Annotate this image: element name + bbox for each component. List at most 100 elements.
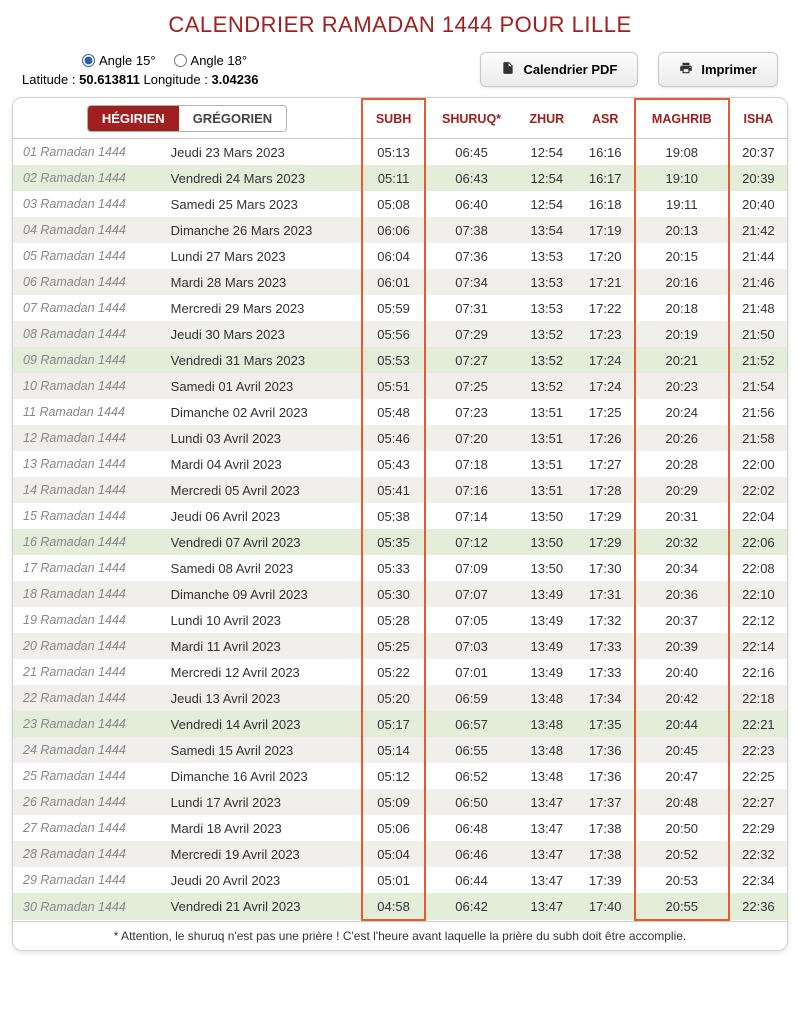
cell-subh: 05:35	[362, 529, 425, 555]
cell-asr: 17:34	[577, 685, 635, 711]
table-row: 09 Ramadan 1444Vendredi 31 Mars 202305:5…	[13, 347, 787, 373]
angle-15-option[interactable]: Angle 15°	[82, 53, 156, 68]
coordinates-text: Latitude : 50.613811 Longitude : 3.04236	[22, 72, 460, 87]
cell-shuruq: 06:42	[425, 893, 517, 920]
cell-asr: 17:29	[577, 529, 635, 555]
cell-isha: 22:12	[729, 607, 787, 633]
cell-hijri: 11 Ramadan 1444	[13, 399, 165, 425]
angle-15-radio[interactable]	[82, 54, 95, 67]
cell-maghrib: 20:26	[635, 425, 729, 451]
cell-hijri: 09 Ramadan 1444	[13, 347, 165, 373]
cell-shuruq: 07:36	[425, 243, 517, 269]
cell-greg: Samedi 15 Avril 2023	[165, 737, 362, 763]
cell-isha: 22:32	[729, 841, 787, 867]
cell-isha: 21:52	[729, 347, 787, 373]
cell-zhur: 13:47	[517, 893, 577, 920]
table-row: 19 Ramadan 1444Lundi 10 Avril 202305:280…	[13, 607, 787, 633]
cell-hijri: 22 Ramadan 1444	[13, 685, 165, 711]
cell-greg: Mardi 18 Avril 2023	[165, 815, 362, 841]
cell-hijri: 24 Ramadan 1444	[13, 737, 165, 763]
cell-subh: 05:08	[362, 191, 425, 217]
cell-subh: 05:06	[362, 815, 425, 841]
cell-zhur: 13:52	[517, 347, 577, 373]
angle-18-radio[interactable]	[174, 54, 187, 67]
cell-hijri: 01 Ramadan 1444	[13, 139, 165, 166]
lat-value: 50.613811	[79, 72, 140, 87]
cell-subh: 05:20	[362, 685, 425, 711]
cell-zhur: 13:53	[517, 243, 577, 269]
cell-subh: 05:53	[362, 347, 425, 373]
angle-18-option[interactable]: Angle 18°	[174, 53, 248, 68]
cell-shuruq: 07:38	[425, 217, 517, 243]
cell-maghrib: 20:19	[635, 321, 729, 347]
cell-subh: 05:25	[362, 633, 425, 659]
cell-asr: 16:17	[577, 165, 635, 191]
table-row: 10 Ramadan 1444Samedi 01 Avril 202305:51…	[13, 373, 787, 399]
cell-asr: 17:39	[577, 867, 635, 893]
cell-shuruq: 07:18	[425, 451, 517, 477]
cell-asr: 17:40	[577, 893, 635, 920]
table-row: 28 Ramadan 1444Mercredi 19 Avril 202305:…	[13, 841, 787, 867]
cell-isha: 22:06	[729, 529, 787, 555]
cell-maghrib: 20:40	[635, 659, 729, 685]
cell-subh: 05:13	[362, 139, 425, 166]
cell-isha: 21:46	[729, 269, 787, 295]
cell-zhur: 13:54	[517, 217, 577, 243]
cell-isha: 20:39	[729, 165, 787, 191]
lat-label: Latitude :	[22, 72, 76, 87]
cell-zhur: 12:54	[517, 191, 577, 217]
cell-shuruq: 06:48	[425, 815, 517, 841]
cell-isha: 22:36	[729, 893, 787, 920]
cell-shuruq: 07:25	[425, 373, 517, 399]
cell-shuruq: 07:23	[425, 399, 517, 425]
cell-hijri: 06 Ramadan 1444	[13, 269, 165, 295]
table-row: 15 Ramadan 1444Jeudi 06 Avril 202305:380…	[13, 503, 787, 529]
table-row: 04 Ramadan 1444Dimanche 26 Mars 202306:0…	[13, 217, 787, 243]
cell-shuruq: 07:05	[425, 607, 517, 633]
cell-zhur: 13:49	[517, 633, 577, 659]
cell-zhur: 13:49	[517, 607, 577, 633]
cell-isha: 22:34	[729, 867, 787, 893]
cell-maghrib: 20:36	[635, 581, 729, 607]
cell-greg: Jeudi 06 Avril 2023	[165, 503, 362, 529]
cell-zhur: 13:51	[517, 477, 577, 503]
cell-isha: 20:37	[729, 139, 787, 166]
cell-subh: 05:46	[362, 425, 425, 451]
angle-18-label: Angle 18°	[191, 53, 248, 68]
cell-asr: 17:19	[577, 217, 635, 243]
table-row: 01 Ramadan 1444Jeudi 23 Mars 202305:1306…	[13, 139, 787, 166]
pdf-icon	[501, 61, 515, 78]
cell-maghrib: 19:08	[635, 139, 729, 166]
print-button[interactable]: Imprimer	[658, 52, 778, 87]
cell-hijri: 18 Ramadan 1444	[13, 581, 165, 607]
cell-shuruq: 06:40	[425, 191, 517, 217]
cell-zhur: 13:47	[517, 841, 577, 867]
table-row: 06 Ramadan 1444Mardi 28 Mars 202306:0107…	[13, 269, 787, 295]
cell-maghrib: 20:53	[635, 867, 729, 893]
cell-shuruq: 06:43	[425, 165, 517, 191]
cell-maghrib: 20:39	[635, 633, 729, 659]
cell-hijri: 04 Ramadan 1444	[13, 217, 165, 243]
cell-maghrib: 20:47	[635, 763, 729, 789]
cell-greg: Lundi 10 Avril 2023	[165, 607, 362, 633]
col-zhur: ZHUR	[517, 99, 577, 139]
print-button-label: Imprimer	[701, 62, 757, 77]
pdf-button[interactable]: Calendrier PDF	[480, 52, 638, 87]
cell-shuruq: 06:45	[425, 139, 517, 166]
cell-hijri: 28 Ramadan 1444	[13, 841, 165, 867]
cell-zhur: 13:48	[517, 685, 577, 711]
cell-asr: 17:38	[577, 815, 635, 841]
cell-asr: 17:28	[577, 477, 635, 503]
cell-maghrib: 20:28	[635, 451, 729, 477]
cell-zhur: 13:51	[517, 399, 577, 425]
cell-hijri: 08 Ramadan 1444	[13, 321, 165, 347]
cell-hijri: 27 Ramadan 1444	[13, 815, 165, 841]
cell-shuruq: 07:03	[425, 633, 517, 659]
table-row: 03 Ramadan 1444Samedi 25 Mars 202305:080…	[13, 191, 787, 217]
cell-hijri: 21 Ramadan 1444	[13, 659, 165, 685]
tab-hijri[interactable]: HÉGIRIEN	[88, 106, 179, 131]
cell-subh: 05:14	[362, 737, 425, 763]
cell-subh: 05:38	[362, 503, 425, 529]
cell-asr: 17:38	[577, 841, 635, 867]
tab-gregorian[interactable]: GRÉGORIEN	[179, 106, 286, 131]
